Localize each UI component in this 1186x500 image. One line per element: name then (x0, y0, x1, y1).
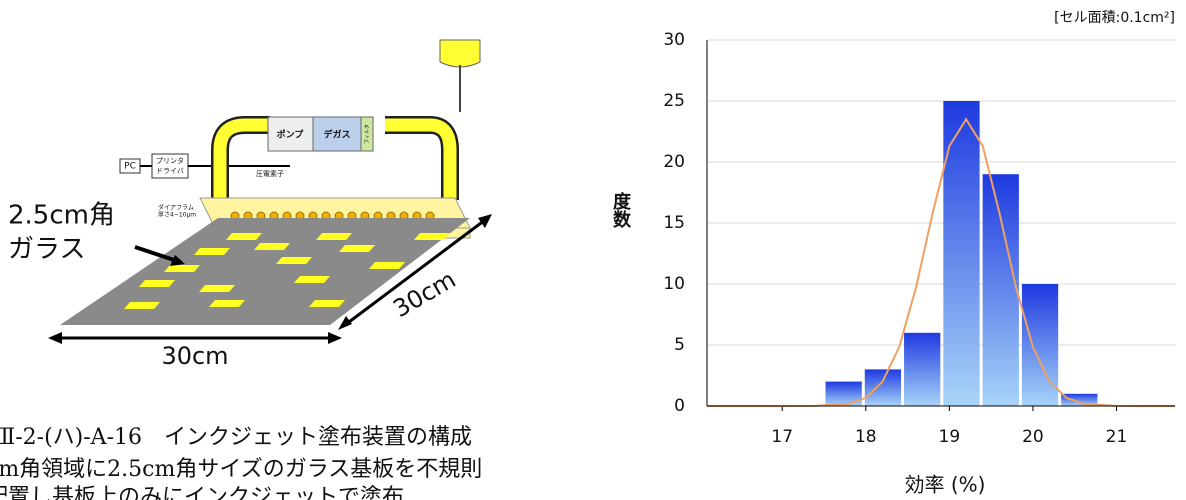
caption: 配置し基板上のみにインクジェットで塗布 (0, 485, 404, 500)
x-tick-label: 20 (1022, 427, 1044, 447)
caption: cm角領域に2.5cm角サイズのガラス基板を不規則 (0, 457, 482, 482)
filter (360, 116, 374, 152)
arrow-head (338, 316, 352, 330)
pointer (134, 245, 181, 264)
pc-label: PC (124, 162, 136, 172)
caption: Ⅲ-2-(ハ)-A-16 インクジェット塗布装置の構成 (0, 425, 472, 450)
bar (864, 369, 902, 406)
y-tick-label: 10 (663, 274, 685, 294)
driver-label: ドライバ (156, 167, 184, 175)
pump (267, 116, 314, 152)
driver-label: プリンタ (156, 156, 184, 165)
x-axis-label: 効率 (%) (905, 473, 986, 497)
y-tick-label: 5 (674, 335, 685, 355)
x-tick-label: 18 (855, 427, 877, 447)
tube (213, 118, 457, 200)
board (60, 218, 470, 325)
bar (1021, 284, 1059, 406)
y-axis-label: 度数 (610, 191, 631, 229)
bar (943, 101, 980, 406)
bar (1061, 393, 1098, 406)
dimension-label: 30cm (388, 265, 460, 323)
annotation: [セル面積:0.1cm²] (1054, 10, 1175, 26)
device: PC プリンタ ドライバ ポンプ デガス フィルタ 圧電素子 ダイアフラム 厚さ… (119, 39, 481, 239)
degas-label: デガス (323, 129, 350, 141)
glass-label: ガラス (8, 235, 85, 265)
bar (982, 174, 1019, 406)
fit-curve (706, 117, 1176, 407)
y-tick-label: 0 (674, 396, 685, 416)
substrate: 30cm 30cm 2.5cm角 ガラス (8, 201, 492, 370)
dimension-label: 30cm (161, 342, 228, 370)
pointer-head (170, 255, 185, 266)
piezo-label: 圧電素子 (256, 169, 284, 178)
x-tick-label: 17 (771, 427, 793, 447)
chart: [セル面積:0.1cm²] 効率 (%) 度数 0 5 10 15 20 25 30 17 18… (610, 10, 1176, 497)
bar (904, 332, 941, 406)
pump-label: ポンプ (277, 129, 305, 141)
glass-label: 2.5cm角 (8, 201, 115, 231)
y-tick-label: 30 (663, 30, 685, 50)
y-tick-label: 20 (663, 152, 685, 172)
ink-tank (439, 39, 481, 68)
driver-box (151, 153, 189, 179)
diaphragm-label: 厚さ4~10μm (158, 212, 196, 219)
arrow-head (478, 214, 492, 228)
arrow-head (328, 332, 342, 344)
y-tick-label: 15 (663, 213, 685, 233)
x-tick-label: 19 (939, 427, 961, 447)
x-tick-label: 21 (1106, 427, 1128, 447)
dimension (344, 218, 486, 327)
diaphragm-label: ダイアフラム (158, 204, 194, 212)
arrow-head (48, 332, 62, 344)
filter-label: フィルタ (364, 124, 371, 144)
glass-pieces (124, 233, 450, 309)
bar (825, 381, 862, 406)
y-tick-label: 25 (663, 91, 685, 111)
degas (312, 116, 362, 152)
